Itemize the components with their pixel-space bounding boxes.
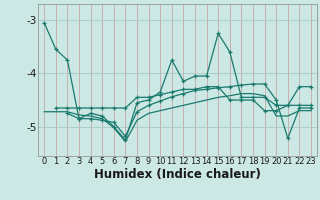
X-axis label: Humidex (Indice chaleur): Humidex (Indice chaleur) <box>94 168 261 181</box>
